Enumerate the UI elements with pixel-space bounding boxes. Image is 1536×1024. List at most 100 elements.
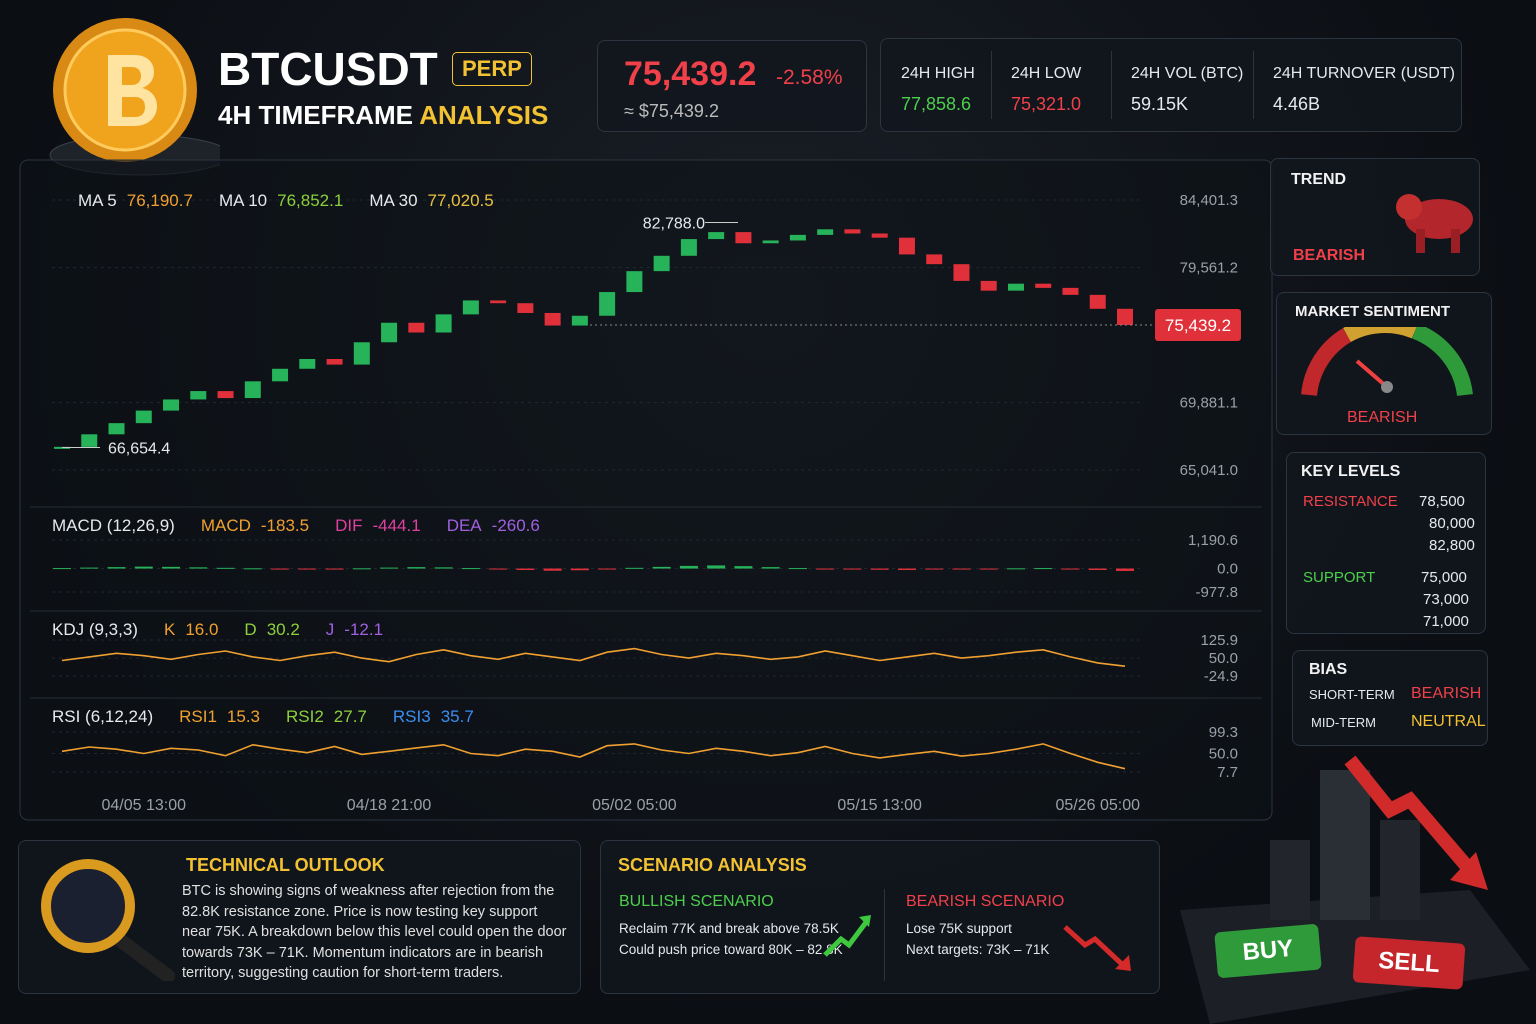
panel-title: RSI (6,12,24) bbox=[52, 707, 153, 726]
histogram-bar bbox=[679, 565, 698, 569]
candle bbox=[544, 312, 561, 326]
key-levels-title: KEY LEVELS bbox=[1301, 463, 1401, 480]
histogram-bar bbox=[107, 567, 126, 569]
candle bbox=[708, 232, 725, 240]
histogram-bar bbox=[189, 567, 208, 569]
candle bbox=[789, 234, 806, 241]
y-tick-label: 65,041.0 bbox=[1180, 462, 1238, 479]
resistance-level: 80,000 bbox=[1429, 515, 1475, 532]
stat-label: 24H VOL (BTC) bbox=[1131, 65, 1244, 82]
readout-name: DEA bbox=[447, 516, 483, 535]
y-tick-label: 50.0 bbox=[1209, 746, 1238, 763]
histogram-bar bbox=[1088, 568, 1107, 570]
candle bbox=[163, 399, 180, 411]
histogram-bar bbox=[843, 568, 862, 570]
y-tick-label: -24.9 bbox=[1204, 668, 1238, 685]
histogram-bar bbox=[979, 568, 998, 570]
sentiment-box: MARKET SENTIMENT BEARISH bbox=[1276, 292, 1492, 435]
y-tick-label: 99.3 bbox=[1209, 724, 1238, 741]
histogram-bar bbox=[925, 568, 944, 570]
readout-value: -260.6 bbox=[492, 516, 540, 535]
y-tick-label: 69,881.1 bbox=[1180, 394, 1238, 411]
candle bbox=[762, 240, 779, 244]
stat-value: 77,858.6 bbox=[901, 94, 972, 114]
histogram-bar bbox=[788, 568, 807, 570]
y-tick-label: 50.0 bbox=[1209, 650, 1238, 667]
histogram-bar bbox=[897, 568, 916, 570]
bullish-arrow bbox=[823, 915, 871, 957]
bullish-title: BULLISH SCENARIO bbox=[619, 893, 774, 910]
scenario-box: SCENARIO ANALYSIS BULLISH SCENARIO Recla… bbox=[600, 840, 1160, 994]
histogram-bar bbox=[1006, 568, 1025, 570]
resistance-level: 78,500 bbox=[1419, 493, 1465, 510]
histogram-bar bbox=[1034, 568, 1053, 570]
histogram-bar bbox=[543, 568, 562, 571]
candle bbox=[217, 391, 234, 399]
divider bbox=[1253, 51, 1254, 119]
histogram-bar bbox=[298, 568, 317, 570]
candle bbox=[353, 342, 370, 365]
candle bbox=[626, 271, 643, 293]
candle bbox=[571, 315, 588, 326]
readout-name: RSI1 bbox=[179, 707, 217, 726]
resistance-level: 82,800 bbox=[1429, 537, 1475, 554]
readout-value: 30.2 bbox=[267, 620, 300, 639]
candle bbox=[517, 303, 534, 313]
support-level: 73,000 bbox=[1423, 591, 1469, 608]
support-label: SUPPORT bbox=[1303, 569, 1376, 586]
bullish-line: Reclaim 77K and break above 78.5K bbox=[619, 921, 839, 936]
y-tick-label: 125.9 bbox=[1200, 632, 1238, 649]
stat-value: 75,321.0 bbox=[1011, 94, 1082, 114]
x-tick-label: 04/05 13:00 bbox=[102, 797, 187, 814]
histogram-bar bbox=[652, 566, 671, 569]
price-box: 75,439.2 -2.58% ≈ $75,439.2 bbox=[597, 40, 867, 132]
y-tick-label: 0.0 bbox=[1217, 561, 1238, 578]
histogram-bar bbox=[1061, 568, 1080, 570]
histogram-bar bbox=[434, 567, 453, 569]
annotation-label: 82,788.0 bbox=[643, 215, 705, 232]
sell-button[interactable]: SELL bbox=[1352, 936, 1466, 990]
bearish-line: Next targets: 73K – 71K bbox=[906, 942, 1050, 957]
candle bbox=[1062, 287, 1079, 295]
bearish-title: BEARISH SCENARIO bbox=[906, 893, 1065, 910]
histogram-bar bbox=[625, 567, 644, 569]
histogram-bar bbox=[134, 566, 153, 569]
candle bbox=[108, 423, 125, 435]
chart: 84,401.3 79,561.2 69,881.1 65,041.0 MA 5 76,1… bbox=[19, 159, 1273, 821]
trading-illustration bbox=[1180, 755, 1530, 1024]
key-levels-box: KEY LEVELS RESISTANCE 78,500 80,000 82,8… bbox=[1286, 452, 1486, 634]
histogram-bar bbox=[380, 567, 399, 569]
y-tick-label: 1,190.6 bbox=[1188, 532, 1238, 549]
stat-label: 24H LOW bbox=[1011, 65, 1082, 82]
readout-value: 77,020.5 bbox=[428, 191, 494, 210]
candle bbox=[135, 410, 152, 424]
x-tick-label: 05/15 13:00 bbox=[837, 797, 922, 814]
symbol: BTCUSDT bbox=[218, 43, 438, 95]
candle bbox=[435, 314, 452, 333]
candle bbox=[299, 359, 316, 369]
readout-name: RSI3 bbox=[393, 707, 431, 726]
bias-title: BIAS bbox=[1309, 661, 1348, 678]
x-tick-label: 05/02 05:00 bbox=[592, 797, 677, 814]
sentiment-title: MARKET SENTIMENT bbox=[1295, 303, 1450, 320]
buy-button[interactable]: BUY bbox=[1214, 923, 1322, 979]
x-tick-label: 04/18 21:00 bbox=[347, 797, 432, 814]
candle bbox=[871, 233, 888, 238]
readout-value: 35.7 bbox=[441, 707, 474, 726]
stat-label: 24H HIGH bbox=[901, 65, 975, 82]
bias-value: NEUTRAL bbox=[1411, 713, 1486, 730]
histogram-bar bbox=[271, 568, 290, 570]
histogram-bar bbox=[761, 567, 780, 569]
stat-label: 24H TURNOVER (USDT) bbox=[1273, 65, 1455, 82]
candle bbox=[680, 239, 697, 256]
candle bbox=[381, 322, 398, 343]
histogram-bar bbox=[952, 568, 971, 570]
y-tick-label: 84,401.3 bbox=[1180, 192, 1238, 209]
divider bbox=[1111, 51, 1112, 119]
subtitle-part: ANALYSIS bbox=[419, 100, 549, 130]
badge: PERP bbox=[452, 52, 532, 86]
histogram-bar bbox=[816, 568, 835, 570]
candle bbox=[81, 434, 98, 447]
